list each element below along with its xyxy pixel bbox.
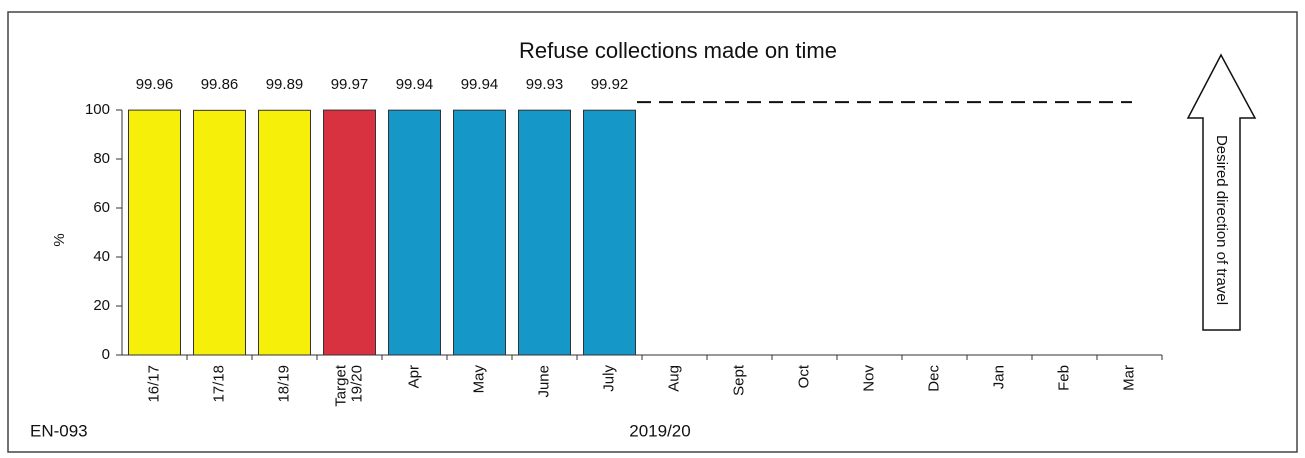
value-label: 99.94 — [461, 76, 499, 93]
value-label: 99.94 — [396, 76, 434, 93]
x-tick-label: May — [470, 365, 487, 394]
bar — [518, 109, 571, 356]
x-tick-label: Apr — [405, 365, 422, 388]
value-label: 99.97 — [331, 76, 369, 93]
x-tick-label: Aug — [665, 365, 682, 392]
y-tick-label: 80 — [93, 150, 110, 167]
x-tick-label: Sept — [730, 364, 747, 396]
x-tick-label: Jan — [990, 365, 1007, 389]
y-tick-label: 60 — [93, 199, 110, 216]
x-tick-label: Dec — [925, 365, 942, 392]
bar — [388, 109, 441, 356]
x-tick-label: Target19/20 — [332, 364, 365, 407]
y-tick-label: 0 — [102, 346, 110, 363]
value-label: 99.89 — [266, 76, 304, 93]
x-tick-label: 18/19 — [275, 365, 292, 403]
y-tick-label: 100 — [85, 101, 110, 118]
value-label: 99.93 — [526, 76, 564, 93]
value-label: 99.96 — [136, 76, 174, 93]
y-tick-label: 40 — [93, 248, 110, 265]
value-label: 99.92 — [591, 76, 629, 93]
x-tick-label: 17/18 — [210, 365, 227, 403]
bar — [128, 109, 181, 356]
x-tick-label: Oct — [795, 364, 812, 388]
y-tick-label: 20 — [93, 297, 110, 314]
chart-code: EN-093 — [30, 421, 88, 440]
x-axis-label: 2019/20 — [629, 421, 690, 440]
bar — [323, 109, 376, 356]
chart-title: Refuse collections made on time — [519, 38, 837, 63]
x-tick-label: July — [600, 365, 617, 392]
direction-arrow — [1186, 53, 1257, 331]
bar — [258, 109, 311, 356]
x-tick-label: 16/17 — [145, 365, 162, 403]
value-label: 99.86 — [201, 76, 239, 93]
x-tick-label: Nov — [860, 365, 877, 392]
x-tick-label: Mar — [1120, 365, 1137, 391]
bar — [453, 109, 506, 356]
y-axis-label: % — [51, 233, 68, 246]
frame — [7, 11, 1298, 453]
arrow-label: Desired direction of travel — [1213, 135, 1230, 305]
x-tick-label: June — [535, 365, 552, 398]
x-tick-label: Feb — [1055, 365, 1072, 391]
bar — [583, 109, 636, 356]
bar — [193, 109, 246, 356]
